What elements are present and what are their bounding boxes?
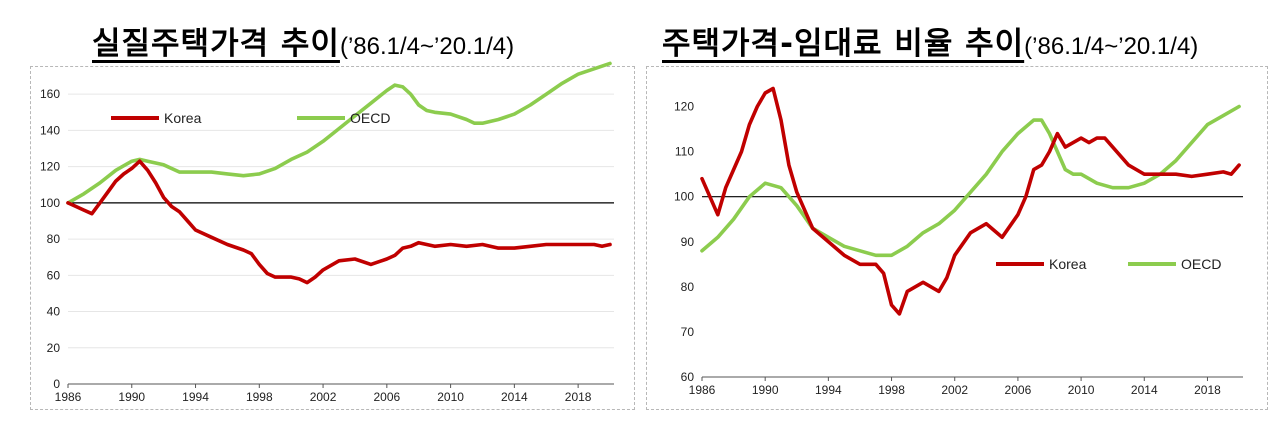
x-tick-label: 1994 <box>815 383 842 397</box>
y-tick-label: 100 <box>674 190 694 204</box>
series-line-oecd <box>700 104 1241 258</box>
x-tick-label: 2014 <box>501 390 528 404</box>
x-tick-label: 1998 <box>878 383 905 397</box>
y-tick-label: 100 <box>40 196 60 210</box>
chart-title-main: 주택가격-임대료 비율 추이 <box>662 26 1025 62</box>
chart-title-main: 실질주택가격 추이 <box>92 26 340 62</box>
x-tick-label: 2018 <box>565 390 592 404</box>
chart-svg: 1986 1990 1994 1998 2002 2006 2010 2014 2018 0 20 4… <box>40 61 614 404</box>
legend-label-oecd: OECD <box>1181 256 1221 272</box>
legend-label-oecd: OECD <box>350 110 390 126</box>
legend-label-korea: Korea <box>164 110 202 126</box>
legend-label-korea: Korea <box>1049 256 1087 272</box>
chart-svg: 1986 1990 1994 1998 2002 2006 2010 2014 2018 60 70… <box>674 86 1243 397</box>
chart-title: 주택가격-임대료 비율 추이(’86.1/4~’20.1/4) <box>662 18 1198 63</box>
x-tick-label: 2002 <box>310 390 337 404</box>
x-tick-label: 1994 <box>182 390 209 404</box>
y-tick-label: 70 <box>681 325 695 339</box>
y-tick-label: 80 <box>681 280 695 294</box>
y-tick-label: 140 <box>40 123 60 137</box>
series-line-korea <box>66 159 612 285</box>
x-tick-label: 1990 <box>118 390 145 404</box>
x-tick-label: 2018 <box>1194 383 1221 397</box>
x-tick-label: 1998 <box>246 390 273 404</box>
x-tick-label: 1990 <box>752 383 779 397</box>
x-tick-label: 1986 <box>689 383 716 397</box>
y-tick-label: 110 <box>675 145 694 159</box>
y-tick-label: 120 <box>674 100 694 114</box>
chart-panel-price-to-rent: 주택가격-임대료 비율 추이(’86.1/4~’20.1/4) 1986 1990… <box>640 0 1270 439</box>
y-tick-label: 120 <box>40 160 60 174</box>
chart-frame: 1986 1990 1994 1998 2002 2006 2010 2014 2018 60 70… <box>646 66 1268 410</box>
x-tick-label: 2014 <box>1131 383 1158 397</box>
chart-title: 실질주택가격 추이(’86.1/4~’20.1/4) <box>92 18 514 63</box>
x-tick-label: 1986 <box>55 390 82 404</box>
y-tick-label: 20 <box>47 341 61 355</box>
x-tick-label: 2006 <box>1005 383 1032 397</box>
y-tick-label: 0 <box>53 377 60 391</box>
y-tick-label: 160 <box>40 87 60 101</box>
series-line-oecd <box>66 61 612 205</box>
y-tick-label: 90 <box>681 235 695 249</box>
y-tick-label: 60 <box>47 268 61 282</box>
y-tick-label: 40 <box>47 305 61 319</box>
chart-panel-real-house-price: 실질주택가격 추이(’86.1/4~’20.1/4) 1986 1990 1994 1… <box>30 18 635 410</box>
x-tick-label: 2010 <box>1068 383 1095 397</box>
chart-title-period: (’86.1/4~’20.1/4) <box>1024 33 1199 60</box>
x-tick-label: 2010 <box>437 390 464 404</box>
y-tick-label: 60 <box>681 370 695 384</box>
x-tick-label: 2006 <box>373 390 400 404</box>
y-tick-label: 80 <box>47 232 61 246</box>
x-tick-label: 2002 <box>941 383 968 397</box>
series-line-korea <box>700 86 1241 316</box>
chart-frame: 1986 1990 1994 1998 2002 2006 2010 2014 2018 0 20 4… <box>30 61 635 410</box>
chart-title-period: (’86.1/4~’20.1/4) <box>339 33 515 60</box>
